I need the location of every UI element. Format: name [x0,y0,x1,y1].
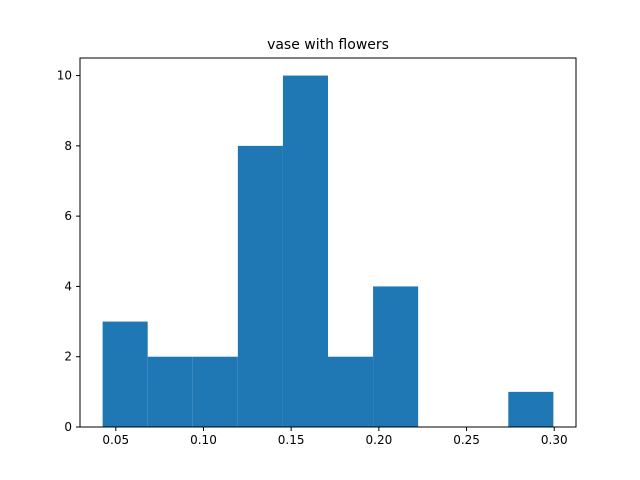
axes-frame [79,57,577,428]
histogram-bar [147,356,193,427]
x-tick-label: 0.20 [366,433,393,447]
x-tick-label: 0.05 [102,433,129,447]
x-tick-label: 0.15 [278,433,305,447]
y-tick-label: 0 [64,420,72,434]
y-tick-label: 4 [64,279,72,293]
histogram-bar [192,356,238,427]
bars-layer [102,75,554,428]
y-tick-label: 8 [64,139,72,153]
histogram-bar [102,321,148,427]
histogram-bar [237,145,283,427]
x-tick-label: 0.25 [453,433,480,447]
x-tick-label: 0.30 [541,433,568,447]
y-tick-label: 10 [57,69,72,83]
histogram-bar [282,75,328,428]
y-axis-ticks: 0 2 4 6 8 10 [57,69,80,434]
histogram-bar [328,356,374,427]
y-tick-label: 6 [64,209,72,223]
histogram-bar [508,391,554,427]
y-tick-label: 2 [64,350,72,364]
chart-title: vase with flowers [267,37,389,53]
x-tick-label: 0.10 [190,433,217,447]
histogram-bar [373,286,419,427]
x-axis-ticks: 0.05 0.10 0.15 0.20 0.25 0.30 [102,427,568,447]
